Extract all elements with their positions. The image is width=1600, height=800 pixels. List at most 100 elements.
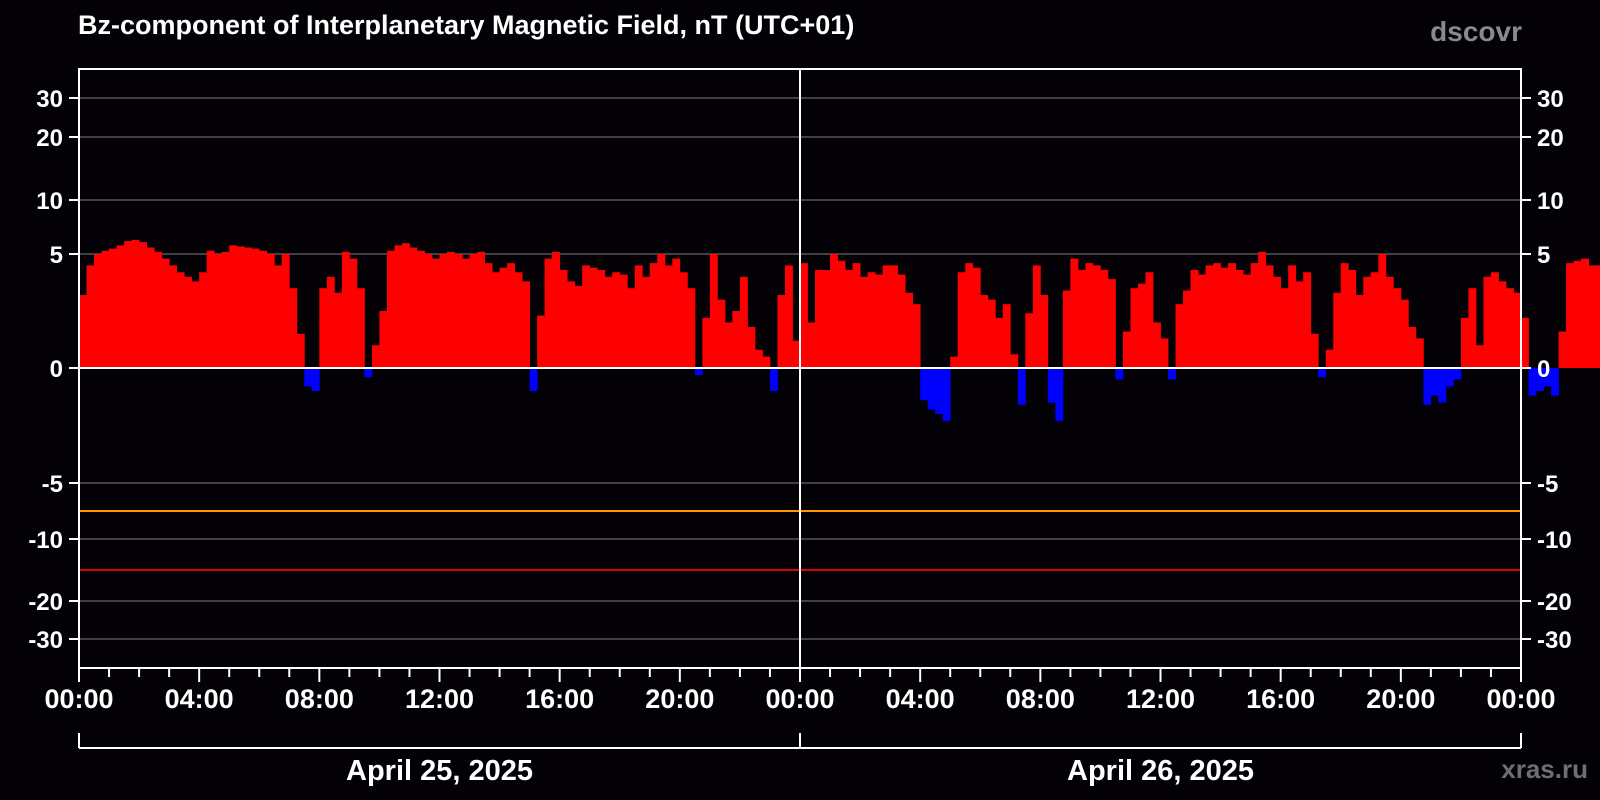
bz-bar-positive [1370,272,1379,368]
bz-bar-positive [1213,263,1221,368]
bz-bar-positive [807,322,816,368]
bz-bar-negative [529,368,538,391]
bz-bar-negative [1445,368,1454,387]
bz-bar-positive [1107,279,1116,368]
y-tick-label-left: -30 [28,627,63,654]
bz-bar-positive [1228,263,1237,368]
bz-bar-positive [1205,265,1214,368]
bz-bar-negative [1168,368,1176,380]
bz-bar-positive [424,254,433,368]
bz-bar-positive [1363,276,1372,368]
bz-bar-positive [124,241,132,368]
bz-bar-positive [469,254,478,368]
bz-bar-positive [484,263,493,368]
bz-bar-positive [86,265,95,368]
bz-bar-positive [1393,288,1402,368]
bz-bar-positive [815,269,823,368]
bz-bar-positive [1475,345,1484,368]
bz-bar-positive [101,250,110,368]
bz-bar-positive [860,276,868,368]
x-tick-label: 16:00 [525,684,594,714]
bz-bar-negative [927,368,936,410]
bz-bar-positive [334,292,343,368]
bz-bar-positive [326,276,335,368]
bz-bar-positive [1122,331,1131,368]
bz-bar-positive [604,276,613,368]
y-tick-label-right: -30 [1537,627,1572,654]
lines-layer [79,69,1521,668]
bz-bar-positive [657,254,666,368]
bz-bar-positive [1062,290,1071,368]
bz-bar-positive [281,254,290,368]
bz-bar-positive [1273,276,1282,368]
bz-bar-positive [259,250,268,368]
bz-bar-positive [1183,290,1191,368]
bz-bar-positive [1378,254,1387,368]
y-tick-label-left: -20 [28,589,63,616]
bz-bar-positive [386,250,395,368]
bz-bar-positive [702,317,711,368]
bz-bar-positive [552,251,561,368]
bz-bar-positive [912,304,921,368]
bz-bar-positive [1077,269,1086,368]
bz-bar-negative [694,368,703,375]
bz-bar-positive [1040,295,1049,368]
bz-bar-positive [1137,283,1146,368]
y-tick-label-left: 5 [50,242,63,269]
bz-bar-positive [356,288,365,368]
bz-bar-positive [1596,265,1600,368]
bz-bar-positive [1092,265,1101,368]
bz-bar-positive [1025,313,1034,368]
bz-bar-positive [1130,288,1139,368]
bz-bar-positive [649,263,658,368]
bz-bar-positive [154,251,163,368]
x-tick-label: 20:00 [1366,684,1435,714]
bz-bar-positive [980,295,989,368]
x-tick-label: 04:00 [165,684,234,714]
x-tick-label: 04:00 [886,684,955,714]
x-tick-label: 12:00 [405,684,474,714]
bz-bar-negative [1115,368,1124,380]
bz-bar-positive [139,242,147,368]
bz-bar-negative [311,368,320,391]
bz-bar-positive [274,265,283,368]
bz-bar-positive [477,251,485,368]
bz-bar-positive [882,265,891,368]
bz-bar-positive [679,272,688,368]
bz-bar-positive [754,349,763,368]
date-label: April 25, 2025 [346,755,533,787]
bz-bar-positive [522,281,531,368]
bz-bar-positive [1355,295,1364,368]
bz-bar-positive [1145,272,1154,368]
bz-bar-positive [1588,265,1597,368]
x-tick-label: 08:00 [1006,684,1075,714]
bz-bar-positive [454,254,463,368]
bz-bar-positive [514,272,523,368]
bz-bar-positive [589,267,598,368]
bz-bar-positive [897,274,906,368]
x-tick-label: 00:00 [44,684,113,714]
bz-bar-positive [1468,288,1477,368]
bz-bar-positive [957,272,966,368]
bz-bar-positive [1295,281,1304,368]
bz-bar-positive [965,263,974,368]
bz-bar-positive [747,326,756,368]
bz-bar-positive [251,248,260,368]
bz-bar-positive [1190,269,1199,368]
bz-bar-positive [1160,338,1169,368]
bz-bar-positive [845,269,853,368]
x-tick-label: 08:00 [285,684,354,714]
bz-bar-positive [709,254,718,368]
y-tick-label-left: -5 [42,471,63,498]
bz-bar-positive [1521,317,1529,368]
bz-bar-positive [1100,269,1109,368]
bz-bar-positive [544,258,553,368]
bz-bar-positive [739,276,748,368]
date-label: April 26, 2025 [1067,755,1254,787]
bz-bar-positive [214,254,223,368]
bz-bar-positive [191,281,200,368]
bz-bar-positive [431,258,440,368]
y-tick-label-left: 20 [36,125,63,152]
bz-bar-positive [559,269,568,368]
